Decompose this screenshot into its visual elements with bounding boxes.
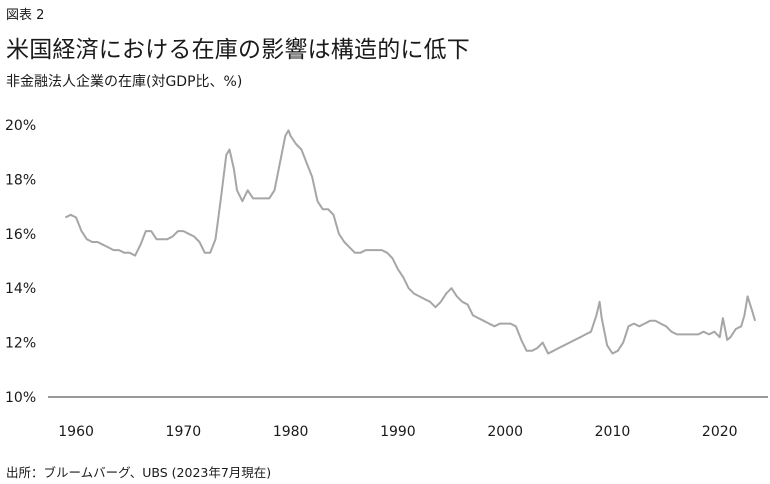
y-tick-label: 20% [5, 118, 36, 134]
chart-title: 米国経済における在庫の影響は構造的に低下 [6, 37, 470, 63]
source-note: 出所：ブルームバーグ、UBS (2023年7月現在) [6, 465, 272, 480]
x-tick-label: 2020 [702, 424, 738, 440]
x-tick-label: 1980 [273, 424, 309, 440]
x-tick-label: 2000 [487, 424, 523, 440]
x-tick-label: 1960 [58, 424, 94, 440]
y-tick-label: 14% [5, 281, 36, 297]
chart-subtitle: 非金融法人企業の在庫(対GDP比、%) [6, 74, 243, 90]
y-axis-ticks: 10% 12% 14% 16% 18% 20% [5, 118, 36, 406]
x-axis-ticks: 1960 1970 1980 1990 2000 2010 2020 [58, 424, 737, 440]
x-tick-label: 2010 [595, 424, 631, 440]
series-line-inventory-ratio [64, 129, 757, 355]
y-tick-label: 10% [5, 390, 36, 406]
figure-label: 図表 2 [6, 8, 45, 23]
y-tick-label: 18% [5, 172, 36, 188]
y-tick-label: 16% [5, 227, 36, 243]
x-tick-label: 1990 [380, 424, 416, 440]
y-tick-label: 12% [5, 336, 36, 352]
x-tick-label: 1970 [166, 424, 202, 440]
